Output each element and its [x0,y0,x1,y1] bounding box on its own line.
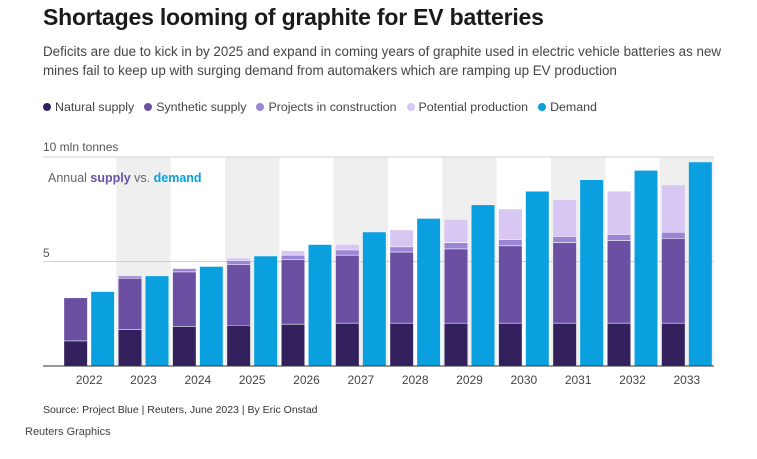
legend-item-demand: Demand [538,100,597,114]
bar-construction-2026 [281,255,305,260]
bar-demand-2023 [145,276,169,366]
bar-synthetic-2030 [498,245,522,324]
bar-construction-2031 [553,236,577,243]
bar-natural-2026 [281,324,305,366]
legend-swatch-natural [43,103,51,111]
bar-synthetic-2029 [444,248,468,324]
x-tick-label: 2031 [565,373,592,387]
bar-natural-2030 [498,323,522,366]
bar-construction-2023 [118,276,142,279]
bar-construction-2033 [661,232,685,239]
chart-subtitle: Deficits are due to kick in by 2025 and … [43,44,722,78]
x-tick-label: 2026 [293,373,320,387]
bar-demand-2022 [91,291,115,366]
x-tick-label: 2032 [619,373,646,387]
x-tick-label: 2022 [76,373,103,387]
bar-natural-2027 [335,323,359,366]
bar-potential-2031 [553,199,577,237]
legend-label-potential: Potential production [418,100,529,114]
chart-title: Shortages looming of graphite for EV bat… [43,4,544,30]
bar-natural-2022 [64,340,88,366]
bar-natural-2033 [661,323,685,366]
legend-item-natural: Natural supply [43,100,134,114]
bar-construction-2032 [607,234,631,241]
graphics-credit: Reuters Graphics [25,426,111,438]
bar-synthetic-2031 [553,242,577,324]
bar-construction-2027 [335,250,359,256]
source-note: Source: Project Blue | Reuters, June 202… [43,404,318,416]
bar-potential-2029 [444,219,468,243]
x-tick-label: 2030 [510,373,537,387]
bar-demand-2027 [362,232,386,366]
x-tick-label: 2023 [130,373,157,387]
legend-item-synthetic: Synthetic supply [144,100,246,114]
legend-label-construction: Projects in construction [268,100,397,114]
annotation-vs: vs. [131,171,154,185]
annotation-supply: supply [90,171,130,185]
bar-demand-2033 [688,162,712,366]
legend-item-potential: Potential production [406,100,529,114]
bar-synthetic-2024 [172,271,196,327]
legend: Natural supply Synthetic supply Projects… [43,100,597,114]
bar-natural-2023 [118,329,142,366]
bar-demand-2025 [254,256,278,366]
bar-potential-2026 [281,251,305,256]
bar-synthetic-2022 [64,298,88,341]
x-tick-label: 2029 [456,373,483,387]
annotation-prefix: Annual [48,171,90,185]
bar-construction-2029 [444,242,468,249]
x-tick-label: 2027 [347,373,374,387]
x-tick-label: 2033 [673,373,700,387]
bar-construction-2025 [227,260,251,265]
bar-synthetic-2027 [335,255,359,324]
bar-synthetic-2032 [607,240,631,324]
x-tick-label: 2028 [402,373,429,387]
bar-construction-2028 [390,246,414,253]
bar-potential-2030 [498,209,522,240]
bar-demand-2028 [417,218,441,366]
bar-synthetic-2028 [390,252,414,324]
bar-natural-2028 [390,323,414,366]
y-axis-unit-label: 10 mln tonnes [43,140,118,154]
bar-natural-2024 [172,326,196,366]
bar-natural-2032 [607,323,631,366]
chart-annotation: Annual supply vs. demand [48,171,202,185]
bar-synthetic-2033 [661,238,685,324]
bar-construction-2030 [498,239,522,246]
bar-demand-2029 [471,205,495,366]
legend-swatch-synthetic [144,103,153,111]
bar-potential-2025 [227,258,251,261]
legend-label-synthetic: Synthetic supply [156,100,247,114]
legend-item-construction: Projects in construction [256,100,397,114]
bar-synthetic-2023 [118,278,142,330]
bar-demand-2032 [634,170,658,366]
legend-label-demand: Demand [550,100,597,114]
bar-natural-2031 [553,323,577,366]
bar-synthetic-2025 [227,264,251,326]
annotation-demand: demand [154,171,202,185]
bar-potential-2028 [390,230,414,247]
bar-demand-2031 [580,179,604,366]
x-tick-label: 2025 [239,373,266,387]
legend-label-natural: Natural supply [55,100,135,114]
legend-swatch-potential [406,103,415,111]
bar-natural-2029 [444,323,468,366]
bar-potential-2032 [607,191,631,235]
bar-synthetic-2026 [281,259,305,325]
bar-natural-2025 [227,325,251,366]
bar-demand-2026 [308,244,332,366]
x-tick-label: 2024 [184,373,211,387]
y-tick-label: 5 [43,246,50,260]
bar-demand-2030 [525,191,549,366]
bar-potential-2027 [335,244,359,251]
legend-swatch-demand [538,103,547,111]
bar-demand-2024 [199,266,223,366]
bar-potential-2033 [661,185,685,233]
legend-swatch-construction [256,103,265,111]
bar-construction-2024 [172,268,196,272]
